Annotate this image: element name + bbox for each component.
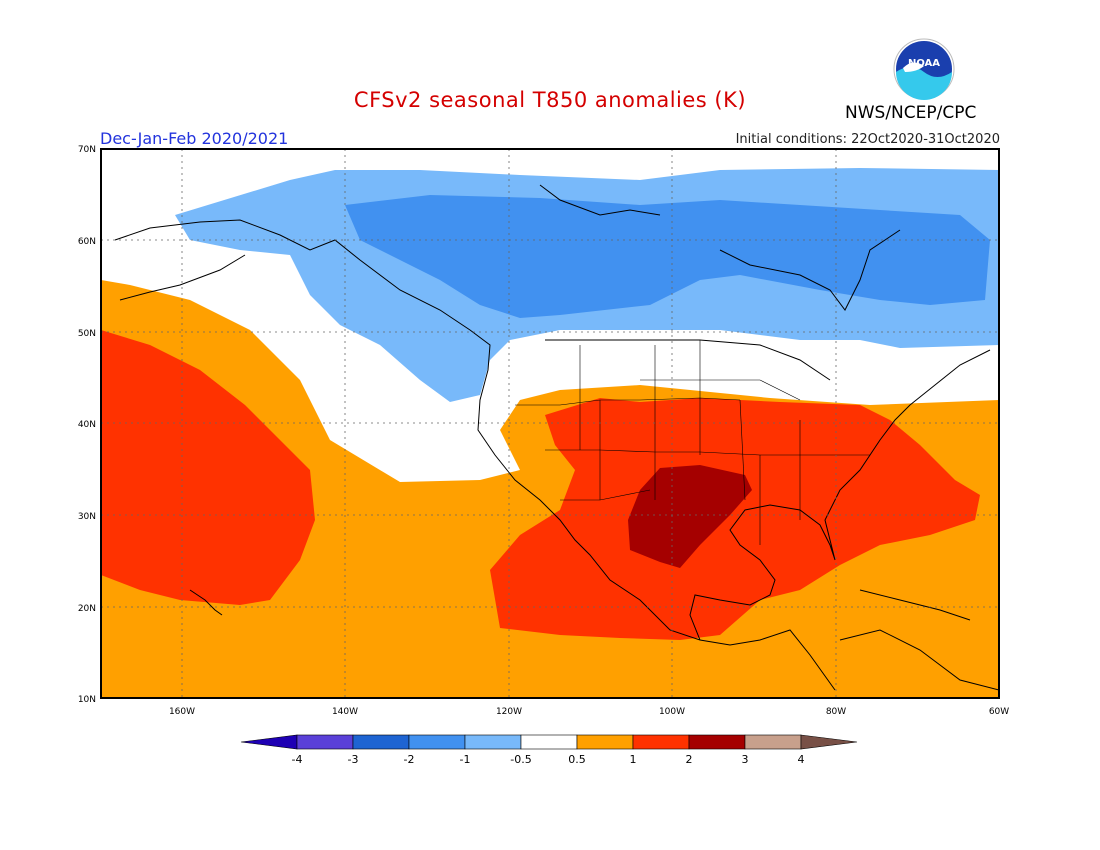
lat-label: 30N xyxy=(78,512,96,522)
colorbar-label: 4 xyxy=(798,753,805,766)
colorbar-label: -4 xyxy=(292,753,303,766)
map-frame xyxy=(100,148,1000,699)
logo-text: NOAA xyxy=(908,58,940,69)
colorbar-label: 2 xyxy=(686,753,693,766)
colorbar-label: -1 xyxy=(460,753,471,766)
latitude-labels: 70N 60N 50N 40N 30N 20N 10N xyxy=(78,145,96,705)
colorbar xyxy=(240,734,858,750)
colorbar-segment xyxy=(408,734,466,750)
lon-label: 120W xyxy=(496,707,522,717)
lat-label: 70N xyxy=(78,145,96,155)
lat-label: 50N xyxy=(78,329,96,339)
colorbar-label: -3 xyxy=(348,753,359,766)
initial-conditions-label: Initial conditions: 22Oct2020-31Oct2020 xyxy=(735,132,1000,147)
lat-label: 40N xyxy=(78,420,96,430)
colorbar-segment xyxy=(576,734,634,750)
colorbar-label: -0.5 xyxy=(510,753,531,766)
colorbar-left-arrow xyxy=(240,734,298,750)
colorbar-segment xyxy=(688,734,746,750)
colorbar-label: -2 xyxy=(404,753,415,766)
colorbar-label: 1 xyxy=(630,753,637,766)
season-label: Dec-Jan-Feb 2020/2021 xyxy=(100,129,289,148)
lat-label: 10N xyxy=(78,695,96,705)
colorbar-label: 3 xyxy=(742,753,749,766)
colorbar-labels: -4 -3 -2 -1 -0.5 0.5 1 2 3 4 xyxy=(292,753,805,766)
lon-label: 100W xyxy=(659,707,685,717)
colorbar-right-arrow xyxy=(800,734,858,750)
anomaly-field xyxy=(101,149,999,698)
lon-label: 140W xyxy=(332,707,358,717)
lat-label: 60N xyxy=(78,237,96,247)
agency-label: NWS/NCEP/CPC xyxy=(845,103,977,123)
colorbar-segment xyxy=(520,734,578,750)
lon-label: 60W xyxy=(989,707,1009,717)
longitude-labels: 160W 140W 120W 100W 80W 60W xyxy=(169,707,1009,717)
colorbar-segment xyxy=(352,734,410,750)
chart-title: CFSv2 seasonal T850 anomalies (K) xyxy=(353,88,747,112)
lon-label: 160W xyxy=(169,707,195,717)
noaa-logo-icon: NOAA xyxy=(893,38,955,100)
colorbar-segment xyxy=(744,734,802,750)
colorbar-segment xyxy=(464,734,522,750)
lat-label: 20N xyxy=(78,604,96,614)
colorbar-segment xyxy=(632,734,690,750)
colorbar-label: 0.5 xyxy=(568,753,586,766)
graticule xyxy=(101,149,999,698)
lon-label: 80W xyxy=(826,707,846,717)
state-borders xyxy=(515,340,870,545)
colorbar-segment xyxy=(296,734,354,750)
